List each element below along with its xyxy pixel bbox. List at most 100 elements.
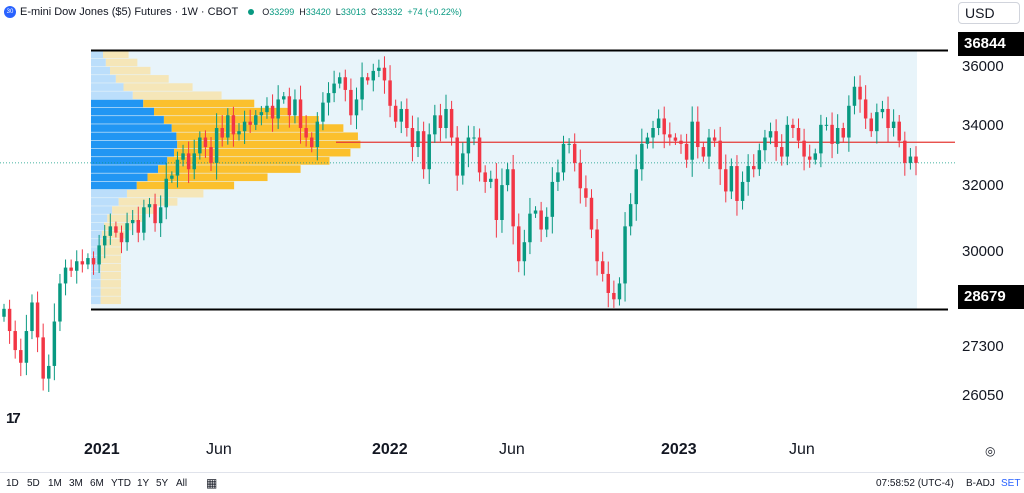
- candle-body: [19, 350, 23, 363]
- ohlc-high: H33420: [299, 7, 331, 17]
- candle-body: [91, 258, 96, 265]
- candle-body: [690, 121, 694, 160]
- range-button-5d[interactable]: 5D: [27, 478, 40, 489]
- volume-profile-bar-up: [91, 206, 113, 214]
- candle-body: [371, 70, 376, 81]
- ohlc-close: C33332: [370, 7, 403, 17]
- range-button-5y[interactable]: 5Y: [156, 478, 169, 489]
- candle-body: [539, 210, 543, 230]
- candle-body: [645, 137, 650, 144]
- candle-body: [102, 235, 107, 246]
- candle-body: [315, 121, 320, 148]
- tradingview-logo-icon[interactable]: 17: [6, 410, 21, 427]
- candle-body: [209, 147, 213, 163]
- volume-profile-bar-up: [91, 181, 137, 190]
- volume-profile-bar-up: [91, 50, 104, 59]
- symbol-title[interactable]: E-mini Dow Jones ($5) Futures · 1W · CBO…: [20, 6, 239, 18]
- candle-body: [360, 77, 364, 100]
- candle-body: [170, 175, 174, 179]
- volume-profile-bar-up: [91, 189, 127, 198]
- candle-body: [214, 128, 219, 163]
- candle-body: [774, 131, 778, 148]
- candle-body: [259, 112, 264, 116]
- y-axis-label: 34000: [962, 117, 1004, 134]
- volume-profile-bar-down: [163, 116, 319, 124]
- y-axis-label: 30000: [962, 243, 1004, 260]
- price-chart[interactable]: [0, 0, 1024, 470]
- candle-body: [276, 99, 280, 119]
- settings-icon[interactable]: ◎: [985, 444, 996, 458]
- candle-body: [242, 121, 247, 132]
- candle-body: [63, 267, 68, 284]
- session-toggle[interactable]: SET: [1001, 478, 1021, 489]
- x-axis-label: 2023: [661, 441, 697, 458]
- volume-profile-bar-up: [91, 148, 175, 157]
- clock-display[interactable]: 07:58:52 (UTC-4): [876, 478, 954, 489]
- volume-profile-bar-up: [91, 214, 108, 223]
- volume-profile-bar-down: [112, 206, 157, 214]
- x-axis-label: Jun: [499, 441, 525, 458]
- candle-body: [142, 207, 146, 233]
- candle-body: [752, 166, 756, 170]
- candle-body: [651, 128, 655, 138]
- candle-body: [444, 108, 448, 128]
- y-axis-label: 26050: [962, 387, 1004, 404]
- candlestick-series: [2, 56, 918, 392]
- volume-profile-bar-down: [154, 107, 288, 116]
- symbol-header: 30 E-mini Dow Jones ($5) Futures · 1W · …: [4, 3, 462, 21]
- candle-body: [830, 124, 834, 144]
- symbol-logo[interactable]: 30: [4, 6, 16, 18]
- volume-profile-bar-up: [91, 165, 159, 173]
- x-axis-label: Jun: [206, 441, 232, 458]
- candle-body: [421, 131, 426, 170]
- candle-body: [494, 178, 499, 220]
- candle-body: [248, 121, 252, 125]
- candle-body: [30, 302, 34, 332]
- range-button-all[interactable]: All: [176, 478, 188, 489]
- candle-body: [679, 140, 683, 144]
- candle-body: [701, 147, 706, 157]
- candle-body: [97, 245, 101, 265]
- x-axis-label: Jun: [789, 441, 815, 458]
- candle-body: [270, 105, 275, 119]
- volume-profile-bar-up: [91, 255, 101, 264]
- candle-body: [354, 99, 359, 116]
- range-button-ytd[interactable]: YTD: [111, 478, 131, 489]
- candle-body: [405, 108, 409, 128]
- candle-body: [847, 105, 851, 138]
- candle-body: [802, 140, 806, 157]
- calendar-icon[interactable]: ▦: [206, 476, 218, 490]
- candle-body: [718, 140, 722, 170]
- candle-body: [164, 178, 168, 208]
- range-button-1y[interactable]: 1Y: [137, 478, 150, 489]
- ohlc-low: L33013: [335, 7, 366, 17]
- candle-body: [226, 115, 230, 138]
- candle-body: [287, 96, 292, 116]
- range-button-6m[interactable]: 6M: [90, 478, 104, 489]
- candle-body: [819, 124, 823, 154]
- volume-profile-bar-up: [91, 296, 101, 305]
- adjustment-toggle[interactable]: B-ADJ: [966, 478, 995, 489]
- range-button-1d[interactable]: 1D: [6, 478, 19, 489]
- candle-body: [343, 77, 348, 90]
- candle-body: [505, 169, 510, 186]
- candle-body: [807, 156, 812, 160]
- candle-body: [382, 67, 387, 81]
- candle-body: [684, 143, 689, 160]
- candle-body: [623, 226, 627, 284]
- candle-body: [147, 204, 152, 208]
- candle-body: [298, 99, 303, 128]
- candle-body: [461, 153, 465, 176]
- candle-body: [433, 115, 437, 135]
- range-button-1m[interactable]: 1M: [48, 478, 62, 489]
- y-axis-label: 27300: [962, 338, 1004, 355]
- candle-body: [841, 128, 845, 138]
- candle-body: [41, 337, 45, 379]
- currency-selector[interactable]: USD: [958, 2, 1020, 24]
- candle-body: [130, 220, 135, 224]
- candle-body: [321, 102, 325, 122]
- range-button-3m[interactable]: 3M: [69, 478, 83, 489]
- candle-body: [388, 80, 392, 106]
- market-status-dot[interactable]: [248, 9, 255, 15]
- candle-body: [662, 118, 666, 135]
